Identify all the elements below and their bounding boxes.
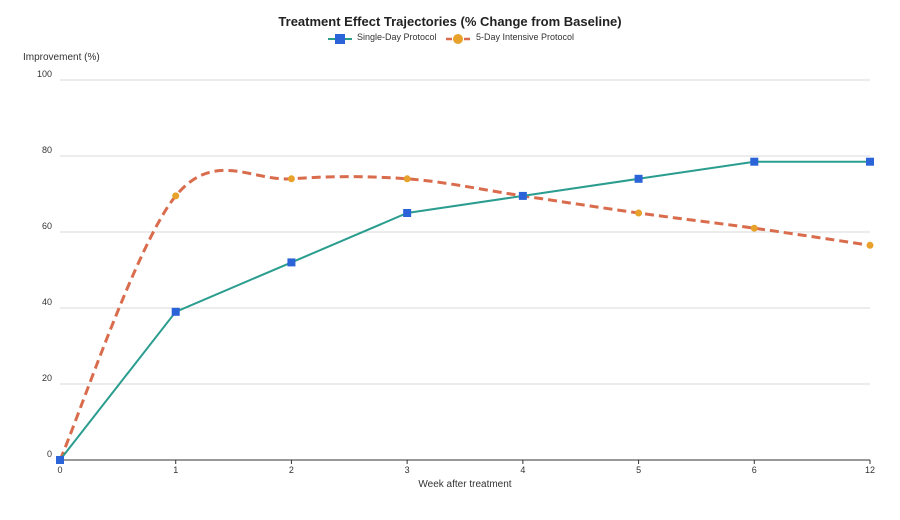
x-tick-label-12: 12 bbox=[865, 465, 875, 475]
legend-label-single-day: Single-Day Protocol bbox=[357, 32, 437, 42]
y-tick-label-60: 60 bbox=[42, 221, 52, 231]
x-tick-label-1: 1 bbox=[173, 465, 178, 475]
data-point-5-day-6 bbox=[750, 224, 758, 232]
chart-legend: Single-Day Protocol 5-Day Intensive Prot… bbox=[328, 32, 574, 44]
x-tick-label-4: 4 bbox=[520, 465, 525, 475]
data-point-5-day-2 bbox=[287, 175, 295, 183]
series-layer bbox=[56, 157, 874, 464]
x-tick-label-5: 5 bbox=[636, 465, 641, 475]
data-point-single-day-4 bbox=[518, 191, 527, 200]
legend-swatch-marker-single-day bbox=[335, 34, 345, 44]
x-tick-label-3: 3 bbox=[405, 465, 410, 475]
legend-label-5-day: 5-Day Intensive Protocol bbox=[476, 32, 574, 42]
data-point-single-day-3 bbox=[403, 209, 412, 217]
y-tick-label-40: 40 bbox=[42, 297, 52, 307]
y-tick-label-100: 100 bbox=[37, 69, 52, 79]
data-point-5-day-12 bbox=[866, 241, 874, 249]
grid-lines bbox=[60, 79, 870, 385]
series-line-5-day bbox=[58, 169, 871, 461]
data-point-single-day-5 bbox=[634, 174, 643, 183]
legend-item-5-day[interactable]: 5-Day Intensive Protocol bbox=[446, 32, 574, 44]
y-tick-label-20: 20 bbox=[42, 373, 52, 383]
data-point-single-day-1 bbox=[171, 307, 180, 316]
y-axis-title: Improvement (%) bbox=[23, 52, 100, 63]
data-point-5-day-1 bbox=[172, 192, 180, 200]
data-point-single-day-6 bbox=[750, 157, 759, 166]
y-tick-label-80: 80 bbox=[42, 145, 52, 155]
legend-swatch-marker-5-day bbox=[453, 34, 463, 44]
legend-item-single-day[interactable]: Single-Day Protocol bbox=[328, 32, 437, 44]
series-line-single-day bbox=[59, 160, 870, 461]
x-tick-label-0: 0 bbox=[57, 465, 62, 475]
x-axis-title: Week after treatment bbox=[418, 479, 511, 490]
data-point-5-day-5 bbox=[635, 209, 643, 217]
data-point-single-day-12 bbox=[866, 157, 874, 166]
data-point-single-day-2 bbox=[287, 258, 296, 267]
y-tick-label-0: 0 bbox=[47, 449, 52, 459]
chart-title: Treatment Effect Trajectories (% Change … bbox=[278, 14, 621, 29]
data-point-single-day-0 bbox=[56, 456, 64, 464]
x-tick-label-2: 2 bbox=[289, 465, 294, 475]
data-point-5-day-3 bbox=[403, 175, 411, 183]
x-tick-label-6: 6 bbox=[752, 465, 757, 475]
